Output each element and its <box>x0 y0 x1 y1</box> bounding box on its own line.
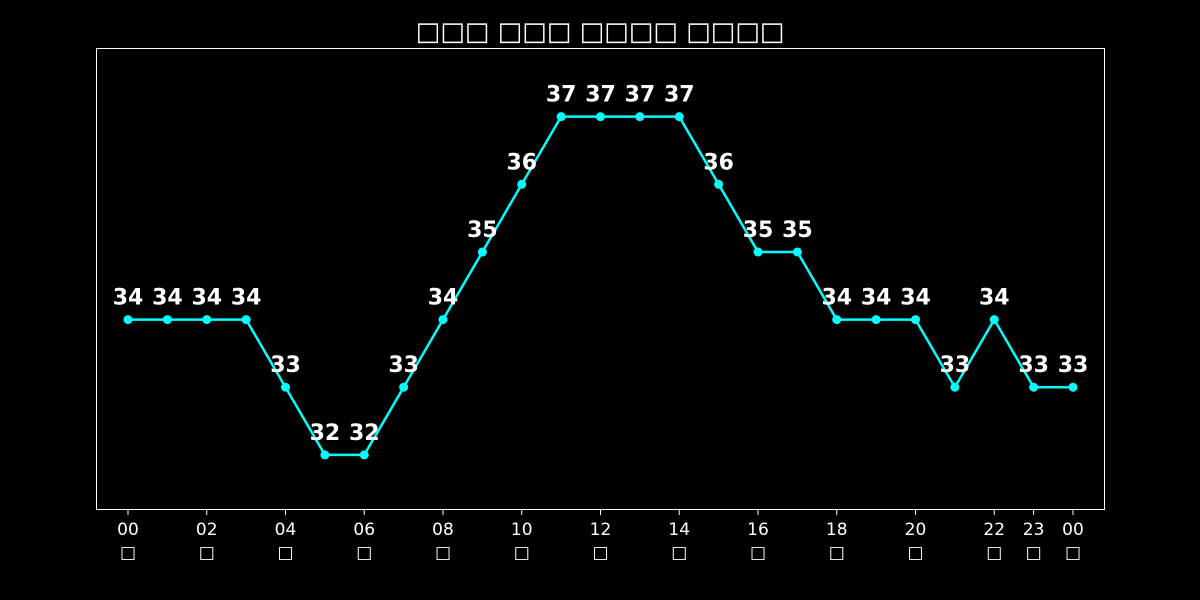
data-point <box>1068 382 1078 392</box>
data-label: 34 <box>821 286 852 311</box>
data-label: 34 <box>900 286 931 311</box>
data-label: 34 <box>979 286 1010 311</box>
x-tick-label: 10 <box>511 520 533 540</box>
data-label: 37 <box>585 83 616 108</box>
data-label: 37 <box>625 83 656 108</box>
x-tick-sublabel: □ <box>750 543 766 563</box>
data-point <box>832 315 842 325</box>
x-tick-label: 08 <box>432 520 454 540</box>
data-label: 33 <box>388 353 419 378</box>
x-tick-label: 12 <box>590 520 612 540</box>
x-tick-sublabel: □ <box>120 543 136 563</box>
data-point <box>792 247 802 257</box>
data-label: 35 <box>467 218 498 243</box>
data-label: 35 <box>782 218 813 243</box>
data-point <box>1029 382 1039 392</box>
x-tick-label: 16 <box>747 520 769 540</box>
x-tick-label: 14 <box>668 520 690 540</box>
data-point <box>202 315 212 325</box>
data-label: 33 <box>270 353 301 378</box>
data-label: 32 <box>349 421 380 446</box>
data-point <box>399 382 409 392</box>
series-line <box>128 115 1073 457</box>
data-point <box>556 112 566 122</box>
x-tick-sublabel: □ <box>1065 543 1081 563</box>
x-tick-label: 20 <box>905 520 927 540</box>
data-label: 34 <box>428 286 459 311</box>
data-point <box>714 179 724 189</box>
chart-title: □□□ □□□ □□□□ □□□□ <box>416 17 785 47</box>
data-point <box>320 450 330 460</box>
x-tick-label: 00 <box>1062 520 1084 540</box>
data-label: 33 <box>1058 353 1089 378</box>
data-point <box>517 179 527 189</box>
data-point <box>241 315 251 325</box>
x-tick-sublabel: □ <box>277 543 293 563</box>
data-point <box>989 315 999 325</box>
data-labels: 34 34 34 34 33 32 32 33 34 35 36 37 37 37 37 36 35 35 34 34… <box>113 83 1089 446</box>
data-point <box>871 315 881 325</box>
data-label: 32 <box>310 421 341 446</box>
data-point <box>281 382 290 392</box>
x-tick-label: 04 <box>275 520 297 540</box>
x-tick-sublabel: □ <box>671 543 687 563</box>
data-label: 36 <box>506 150 537 175</box>
data-point <box>950 382 960 392</box>
data-label: 37 <box>664 83 695 108</box>
x-tick-label: 22 <box>983 520 1005 540</box>
data-label: 34 <box>191 286 222 311</box>
x-tick-sublabel: □ <box>829 543 845 563</box>
x-tick-label: 02 <box>196 520 218 540</box>
data-point <box>477 247 487 257</box>
x-tick-label: 06 <box>353 520 375 540</box>
x-tick-sublabel: □ <box>356 543 372 563</box>
series-layer <box>123 112 1078 460</box>
x-tick-label: 23 <box>1023 520 1045 540</box>
x-tick-sublabel: □ <box>592 543 608 563</box>
data-point <box>635 112 645 122</box>
data-label: 34 <box>231 286 262 311</box>
data-label: 37 <box>546 83 577 108</box>
x-tick-label: 18 <box>826 520 848 540</box>
data-label: 34 <box>152 286 183 311</box>
x-tick-sublabel: □ <box>199 543 215 563</box>
data-point <box>911 315 920 325</box>
data-point <box>674 112 684 122</box>
x-tick-sublabel: □ <box>435 543 451 563</box>
x-tick-sublabel: □ <box>907 543 923 563</box>
data-label: 36 <box>703 150 734 175</box>
x-tick-sublabel: □ <box>986 543 1002 563</box>
data-point <box>162 315 172 325</box>
data-label: 33 <box>940 353 971 378</box>
data-point <box>753 247 763 257</box>
data-point <box>596 112 605 122</box>
x-axis: 00 □ 02 □ 04 □ 06 □ 08 □ 10 □ 12 □ 14 □ 16 □ 18 □ 20 □ 22 □ 23 □ 0… <box>117 509 1084 563</box>
data-label: 34 <box>113 286 144 311</box>
data-label: 34 <box>861 286 892 311</box>
x-tick-sublabel: □ <box>1026 543 1042 563</box>
data-label: 35 <box>743 218 774 243</box>
data-point <box>359 450 369 460</box>
data-point <box>123 315 133 325</box>
x-tick-sublabel: □ <box>514 543 530 563</box>
data-point <box>438 315 448 325</box>
data-label: 33 <box>1018 353 1049 378</box>
x-tick-label: 00 <box>117 520 139 540</box>
